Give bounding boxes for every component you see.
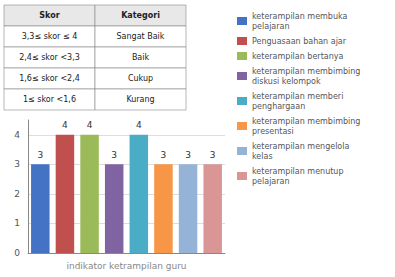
svg-text:1,6≤ skor <2,4: 1,6≤ skor <2,4 (19, 74, 80, 83)
svg-text:keterampilan membuka: keterampilan membuka (252, 12, 348, 21)
svg-text:3: 3 (14, 159, 20, 169)
svg-text:Kurang: Kurang (126, 95, 154, 104)
svg-text:Baik: Baik (132, 53, 150, 62)
svg-text:3: 3 (161, 150, 167, 160)
svg-text:keterampilan bertanya: keterampilan bertanya (252, 52, 343, 61)
svg-text:keterampilan menutup: keterampilan menutup (252, 167, 344, 176)
svg-text:3: 3 (210, 150, 216, 160)
svg-text:Cukup: Cukup (128, 74, 153, 83)
svg-text:1: 1 (14, 218, 20, 228)
svg-text:4: 4 (87, 120, 93, 130)
svg-text:Sangat Baik: Sangat Baik (117, 32, 165, 41)
svg-text:keterampilan membimbing: keterampilan membimbing (252, 117, 360, 126)
svg-text:Skor: Skor (39, 11, 59, 20)
svg-text:keterampilan membimbing: keterampilan membimbing (252, 67, 360, 76)
svg-text:Penguasaan bahan ajar: Penguasaan bahan ajar (252, 37, 347, 46)
svg-text:diskusi kelompok: diskusi kelompok (252, 77, 321, 86)
svg-text:pelajaran: pelajaran (252, 177, 290, 186)
svg-text:3: 3 (185, 150, 191, 160)
svg-text:keterampilan mengelola: keterampilan mengelola (252, 142, 349, 151)
svg-text:2: 2 (14, 189, 20, 199)
svg-text:2,4≤ skor <3,3: 2,4≤ skor <3,3 (19, 53, 80, 62)
svg-text:0: 0 (14, 248, 20, 258)
svg-text:kelas: kelas (252, 152, 273, 161)
svg-text:Kategori: Kategori (121, 11, 160, 20)
svg-text:3: 3 (37, 150, 43, 160)
svg-text:4: 4 (14, 130, 20, 140)
svg-text:penghargaan: penghargaan (252, 102, 305, 111)
svg-text:presentasi: presentasi (252, 127, 294, 136)
svg-text:indikator ketrampilan guru: indikator ketrampilan guru (66, 261, 186, 271)
svg-text:3,3≤ skor ≤ 4: 3,3≤ skor ≤ 4 (22, 32, 78, 41)
svg-text:4: 4 (136, 120, 142, 130)
svg-text:4: 4 (62, 120, 68, 130)
svg-text:keterampilan memberi: keterampilan memberi (252, 92, 343, 101)
svg-text:3: 3 (111, 150, 117, 160)
svg-text:pelajaran: pelajaran (252, 22, 290, 31)
svg-text:1≤ skor <1,6: 1≤ skor <1,6 (23, 95, 76, 104)
